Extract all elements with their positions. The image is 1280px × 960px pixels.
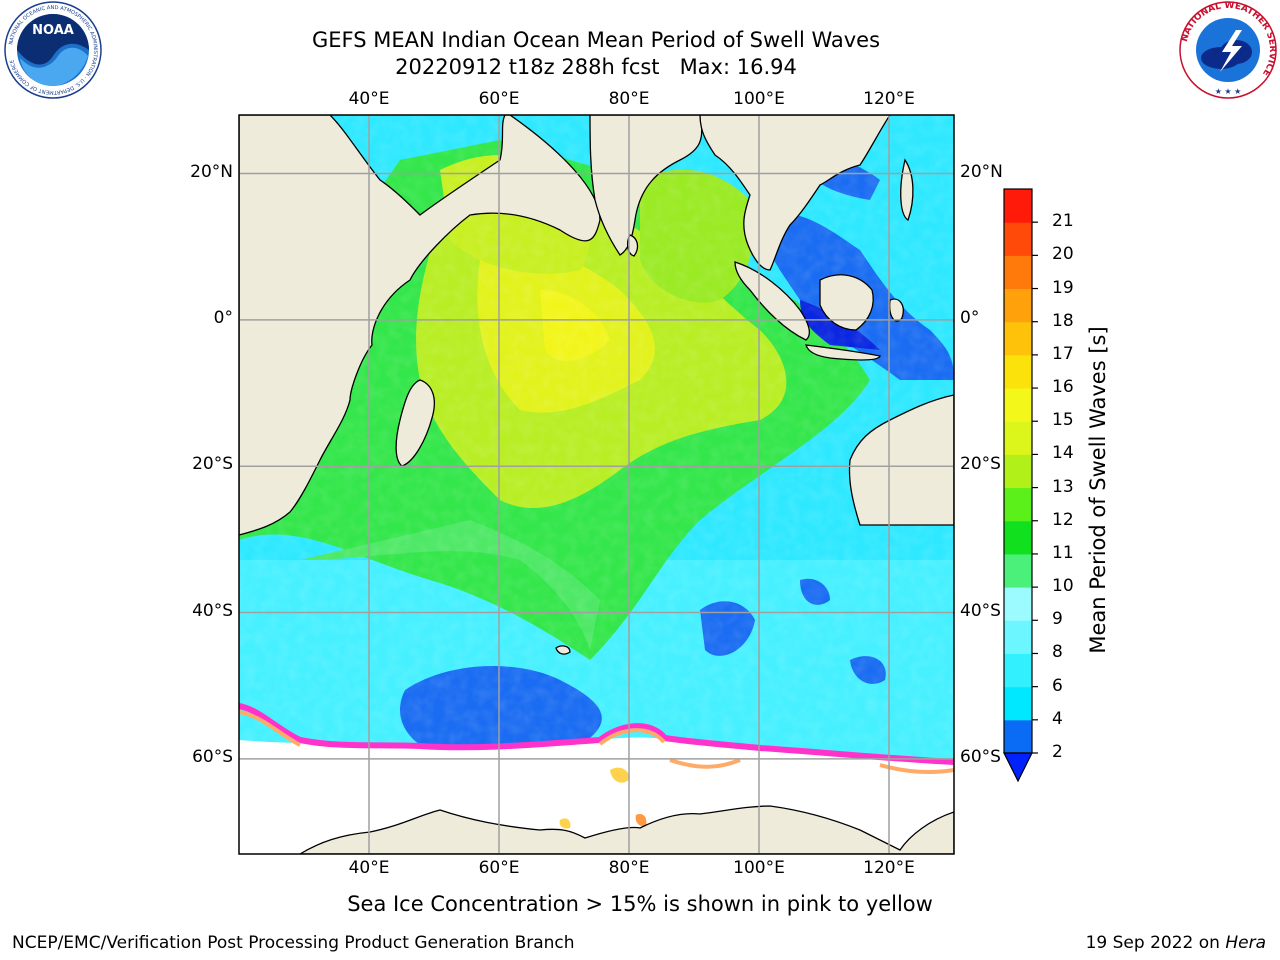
map-frame <box>238 114 955 855</box>
lat-label-right: 60°S <box>960 746 1001 767</box>
nws-logo: NATIONAL WEATHER SERVICE ★ ★ ★ <box>1179 1 1277 99</box>
africa-arabia <box>239 115 601 536</box>
lat-label-left: 20°N <box>190 161 233 182</box>
lon-label-bottom: 100°E <box>733 858 785 878</box>
colorbar-tick-label: 20 <box>1052 244 1074 265</box>
java <box>805 344 881 361</box>
colorbar-segment <box>1004 587 1032 621</box>
noaa-logo: NOAA NATIONAL OCEANIC AND ATMOSPHERIC AD… <box>4 1 102 99</box>
lat-label-left: 40°S <box>192 600 233 621</box>
colorbar-segment <box>1004 487 1032 522</box>
colorbar-segment <box>1004 321 1032 356</box>
colorbar-segment <box>1004 189 1032 223</box>
colorbar-tick-label: 8 <box>1052 642 1063 663</box>
chart-title: GEFS MEAN Indian Ocean Mean Period of Sw… <box>311 28 881 52</box>
lon-label-bottom: 40°E <box>348 858 390 878</box>
lat-label-right: 40°S <box>960 600 1001 621</box>
footer-date: 19 Sep 2022 on Hera <box>1085 933 1266 953</box>
australia <box>848 394 954 526</box>
colorbar-tick-label: 9 <box>1052 609 1063 630</box>
colorbar-segment <box>1004 388 1032 422</box>
colorbar-label: Mean Period of Swell Waves [s] <box>1086 326 1110 654</box>
lat-label-left: 0° <box>213 307 233 328</box>
colorbar-tick-label: 11 <box>1052 542 1074 563</box>
colorbar-tick-label: 10 <box>1052 576 1074 597</box>
lon-label-bottom: 120°E <box>863 858 915 878</box>
colorbar-segment <box>1004 421 1032 455</box>
lat-label-left: 20°S <box>192 454 233 475</box>
colorbar-segment <box>1004 354 1032 389</box>
lat-label-right: 0° <box>960 307 980 328</box>
colorbar-tick-label: 2 <box>1052 742 1063 762</box>
colorbar-segment <box>1004 288 1032 323</box>
sea-ice-edge <box>239 703 954 765</box>
colorbar-segment <box>1004 553 1032 588</box>
map-plot-area <box>239 115 954 854</box>
lon-label-top: 60°E <box>478 89 520 109</box>
sri-lanka <box>627 234 639 257</box>
colorbar-segment <box>1004 620 1032 654</box>
lon-label-top: 120°E <box>863 89 915 109</box>
colorbar-tick-label: 13 <box>1052 476 1074 497</box>
lon-label-bottom: 60°E <box>478 858 520 878</box>
colorbar-segment <box>1004 520 1032 555</box>
map-gridlines <box>239 115 954 854</box>
colorbar-tick-label: 12 <box>1052 509 1074 530</box>
lon-label-top: 100°E <box>733 89 785 109</box>
lon-label-top: 80°E <box>608 89 650 109</box>
colorbar-tick-label: 17 <box>1052 343 1074 364</box>
antarctica <box>298 805 954 854</box>
lon-label-bottom: 80°E <box>608 858 650 878</box>
colorbar-extend-arrow <box>1003 752 1033 783</box>
colorbar-segment <box>1004 686 1032 721</box>
colorbar-tick-label: 19 <box>1052 277 1074 298</box>
colorbar-segment <box>1004 255 1032 290</box>
colorbar-tick-label: 15 <box>1052 410 1074 431</box>
kerguelen <box>555 645 571 655</box>
svg-text:★ ★ ★: ★ ★ ★ <box>1215 87 1242 96</box>
colorbar-tick-label: 16 <box>1052 377 1074 398</box>
colorbar-segment <box>1004 454 1032 489</box>
colorbar-segment <box>1004 222 1032 256</box>
footer-credit: NCEP/EMC/Verification Post Processing Pr… <box>12 933 575 953</box>
colorbar-label-anchor: Mean Period of Swell Waves [s] <box>1078 326 1118 653</box>
lon-label-top: 40°E <box>348 89 390 109</box>
colorbar-tick-label: 21 <box>1052 211 1074 232</box>
lat-label-right: 20°S <box>960 454 1001 475</box>
colorbar-tick-label: 18 <box>1052 310 1074 331</box>
sulawesi <box>889 298 904 322</box>
colorbar-segment <box>1004 719 1032 754</box>
lat-label-left: 60°S <box>192 746 233 767</box>
philippines <box>900 158 914 221</box>
chart-subtitle: 20220912 t18z 288h fcst Max: 16.94 <box>395 55 797 79</box>
noaa-logo-text: NOAA <box>32 23 74 38</box>
colorbar-frame <box>1003 188 1033 754</box>
colorbar-tick-label: 4 <box>1052 708 1063 729</box>
sea-ice-note: Sea Ice Concentration > 15% is shown in … <box>347 892 933 916</box>
se-asia <box>699 115 891 271</box>
footer-machine: Hera <box>1225 933 1266 953</box>
lat-label-right: 20°N <box>960 161 1003 182</box>
colorbar-tick-label: 6 <box>1052 675 1063 696</box>
colorbar-segment <box>1004 653 1032 688</box>
colorbar-tick-label: 14 <box>1052 443 1074 464</box>
